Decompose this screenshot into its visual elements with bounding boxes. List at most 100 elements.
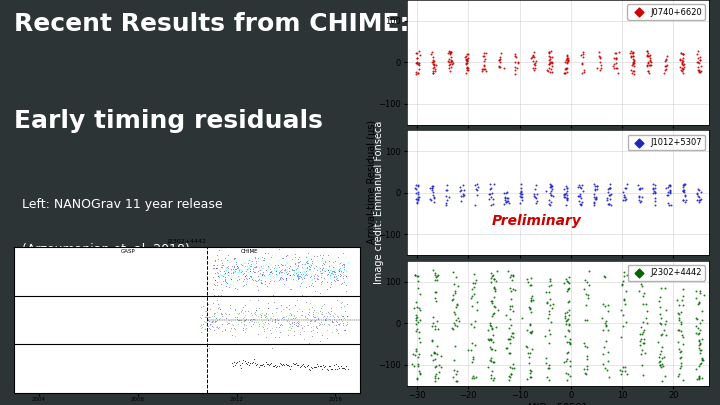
Point [694,290,706,296]
Point [316,310,328,317]
Point [262,305,274,311]
Point [215,272,227,279]
Point [306,270,318,276]
Point [564,341,575,347]
Point [259,249,271,256]
Point [611,65,623,72]
Point [486,190,498,196]
Point [270,271,282,277]
Point [277,262,289,269]
Point [562,55,573,62]
Point [430,326,441,333]
Point [413,196,424,202]
Point [693,187,704,193]
Point [308,272,320,279]
Point [526,345,537,352]
Point [693,59,704,66]
Point [334,265,346,272]
Point [270,268,282,274]
Point [528,54,539,61]
Point [282,269,294,276]
Point [629,63,640,70]
Point [265,261,276,268]
Point [488,276,500,282]
Point [323,264,334,270]
Point [664,188,675,194]
Point [489,375,500,382]
Point [326,329,338,336]
Point [195,322,207,328]
Point [562,60,573,66]
Point [450,274,462,280]
Point [501,195,513,201]
Point [562,286,574,293]
Point [627,53,639,59]
Point [440,186,451,193]
Point [505,288,516,294]
Point [608,55,620,61]
Point [528,64,539,71]
Point [562,349,573,355]
Point [292,275,304,281]
Point [253,271,265,278]
Point [233,267,245,273]
Point [503,336,514,343]
Point [462,346,474,353]
Point [280,269,292,275]
Point [310,318,321,324]
Point [690,288,702,294]
Point [654,303,666,310]
Point [231,263,243,269]
Point [307,327,318,334]
Point [602,189,613,195]
Point [268,264,279,271]
Point [605,190,616,197]
Point [227,282,238,288]
Point [228,264,240,270]
Point [410,70,422,77]
Point [300,275,311,281]
Point [282,266,293,272]
Point [634,186,646,193]
Point [245,258,256,264]
Point [427,189,438,196]
Point [673,316,685,323]
Point [262,263,274,270]
Point [325,272,336,279]
Point [333,365,345,371]
Point [302,260,313,266]
Point [330,326,341,332]
Point [201,317,212,323]
Point [250,318,261,325]
Point [341,363,352,370]
Point [315,362,326,369]
Point [317,260,328,266]
Point [275,320,287,327]
Point [240,324,252,331]
Point [325,275,336,282]
Point [610,49,621,56]
Point [312,313,323,320]
Point [544,49,555,55]
Point [662,200,673,206]
Point [678,186,690,193]
Point [649,184,661,191]
Point [641,308,652,315]
Point [233,317,244,324]
Point [677,70,688,77]
Point [222,263,233,270]
Point [291,319,302,326]
Point [326,318,338,325]
Point [677,51,688,58]
Point [309,264,320,271]
Point [249,311,261,317]
Point [245,316,256,322]
Point [693,299,704,305]
Point [659,285,670,292]
Point [311,257,323,263]
Point [560,190,572,196]
Point [219,277,230,283]
Point [291,269,302,275]
Point [516,197,527,204]
Point [238,264,250,270]
